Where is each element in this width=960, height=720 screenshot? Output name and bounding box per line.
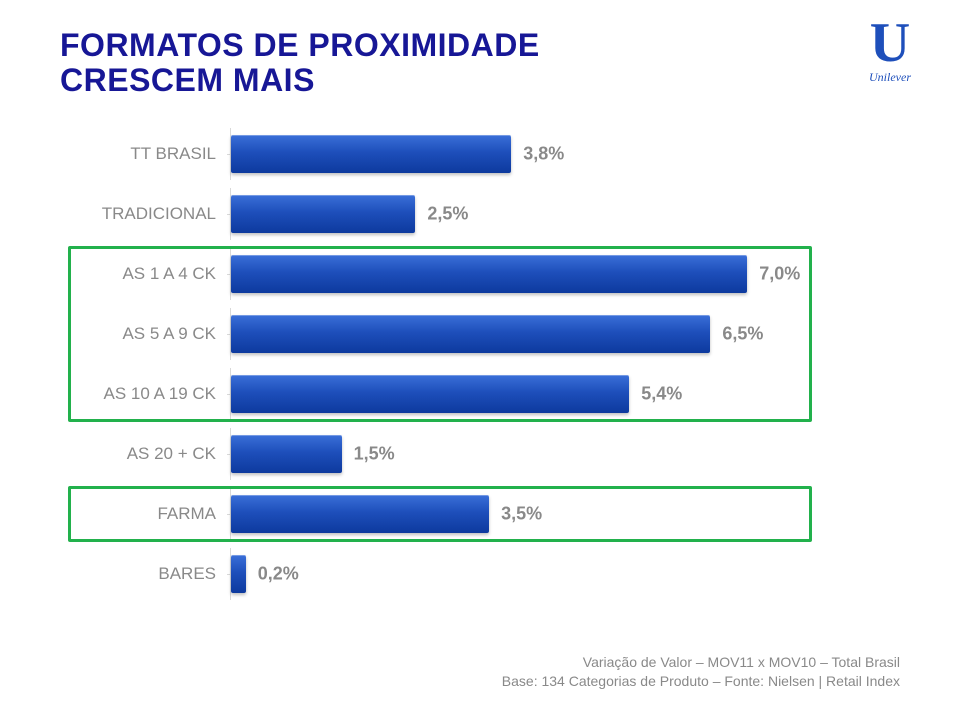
bar-chart: TT BRASIL 3,8% TRADICIONAL 2,5% AS 1 A 4 CK 7… xyxy=(60,128,820,608)
bar xyxy=(231,375,629,413)
category-label: AS 5 A 9 CK xyxy=(60,324,230,344)
chart-row: BARES 0,2% xyxy=(60,548,820,600)
value-label: 0,2% xyxy=(258,564,299,585)
chart-row: TRADICIONAL 2,5% xyxy=(60,188,820,240)
chart-row: AS 1 A 4 CK 7,0% xyxy=(60,248,820,300)
axis-area: 0,2% xyxy=(230,548,820,600)
bar xyxy=(231,315,710,353)
category-label: BARES xyxy=(60,564,230,584)
chart-row: FARMA 3,5% xyxy=(60,488,820,540)
chart-row: AS 20 + CK 1,5% xyxy=(60,428,820,480)
category-label: TT BRASIL xyxy=(60,144,230,164)
value-label: 7,0% xyxy=(759,264,800,285)
logo-symbol: U xyxy=(870,18,910,68)
value-label: 6,5% xyxy=(722,324,763,345)
bar xyxy=(231,555,246,593)
axis-area: 3,5% xyxy=(230,488,820,540)
footer-source: Variação de Valor – MOV11 x MOV10 – Tota… xyxy=(502,653,900,692)
value-label: 1,5% xyxy=(354,444,395,465)
value-label: 5,4% xyxy=(641,384,682,405)
category-label: TRADICIONAL xyxy=(60,204,230,224)
bar xyxy=(231,495,489,533)
chart-row: AS 5 A 9 CK 6,5% xyxy=(60,308,820,360)
unilever-logo: U Unilever xyxy=(852,18,928,102)
chart-row: TT BRASIL 3,8% xyxy=(60,128,820,180)
value-label: 3,5% xyxy=(501,504,542,525)
bar xyxy=(231,195,415,233)
value-label: 3,8% xyxy=(523,144,564,165)
axis-area: 7,0% xyxy=(230,248,820,300)
category-label: AS 10 A 19 CK xyxy=(60,384,230,404)
title-line-1: FORMATOS DE PROXIMIDADE xyxy=(60,28,540,63)
axis-area: 3,8% xyxy=(230,128,820,180)
category-label: AS 1 A 4 CK xyxy=(60,264,230,284)
category-label: AS 20 + CK xyxy=(60,444,230,464)
category-label: FARMA xyxy=(60,504,230,524)
chart-title: FORMATOS DE PROXIMIDADE CRESCEM MAIS xyxy=(60,28,540,98)
chart-row: AS 10 A 19 CK 5,4% xyxy=(60,368,820,420)
axis-area: 1,5% xyxy=(230,428,820,480)
footer-line-2: Base: 134 Categorias de Produto – Fonte:… xyxy=(502,672,900,692)
value-label: 2,5% xyxy=(427,204,468,225)
footer-line-1: Variação de Valor – MOV11 x MOV10 – Tota… xyxy=(502,653,900,673)
bar xyxy=(231,255,747,293)
axis-area: 5,4% xyxy=(230,368,820,420)
title-line-2: CRESCEM MAIS xyxy=(60,63,540,98)
bar xyxy=(231,435,342,473)
axis-area: 6,5% xyxy=(230,308,820,360)
bar xyxy=(231,135,511,173)
axis-area: 2,5% xyxy=(230,188,820,240)
logo-name: Unilever xyxy=(869,70,911,85)
